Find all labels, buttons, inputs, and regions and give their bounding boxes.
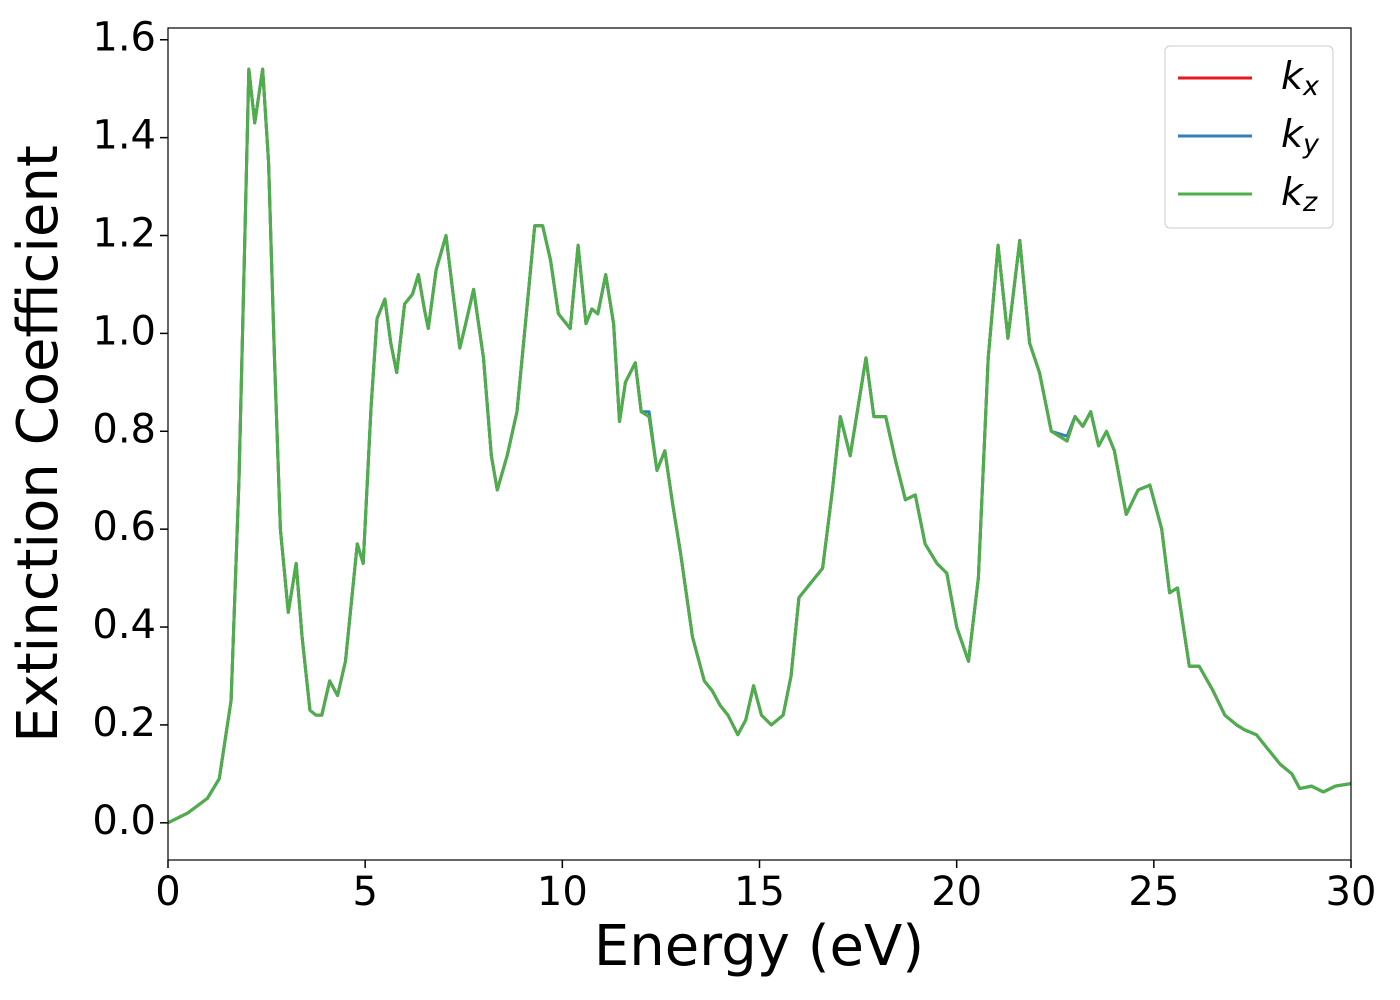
plot-frame <box>167 27 1352 861</box>
x-tick-label: 15 <box>734 869 785 915</box>
x-tick-label: 30 <box>1326 869 1377 915</box>
x-axis-label: Energy (eV) <box>594 914 924 979</box>
y-tick-label: 1.2 <box>92 211 156 257</box>
x-tick-label: 5 <box>352 869 377 915</box>
data-line <box>168 67 1351 825</box>
legend-label: kx <box>1281 54 1320 102</box>
y-tick-label: 0.8 <box>92 406 156 452</box>
x-tick-label: 10 <box>537 869 588 915</box>
y-tick-label: 1.0 <box>92 308 156 354</box>
y-tick-label: 0.4 <box>92 602 156 648</box>
y-tick-label: 0.0 <box>92 798 156 844</box>
y-tick-label: 0.6 <box>92 504 156 550</box>
x-tick-label: 25 <box>1128 869 1179 915</box>
y-axis-label: Extinction Coefficient <box>6 145 71 743</box>
y-tick-label: 1.6 <box>92 15 156 61</box>
y-tick-label: 0.2 <box>92 700 156 746</box>
y-tick-label: 1.4 <box>92 113 156 159</box>
legend-label: ky <box>1281 112 1320 160</box>
x-tick-label: 20 <box>931 869 982 915</box>
legend-label: kz <box>1281 170 1318 218</box>
x-tick-label: 0 <box>155 869 180 915</box>
